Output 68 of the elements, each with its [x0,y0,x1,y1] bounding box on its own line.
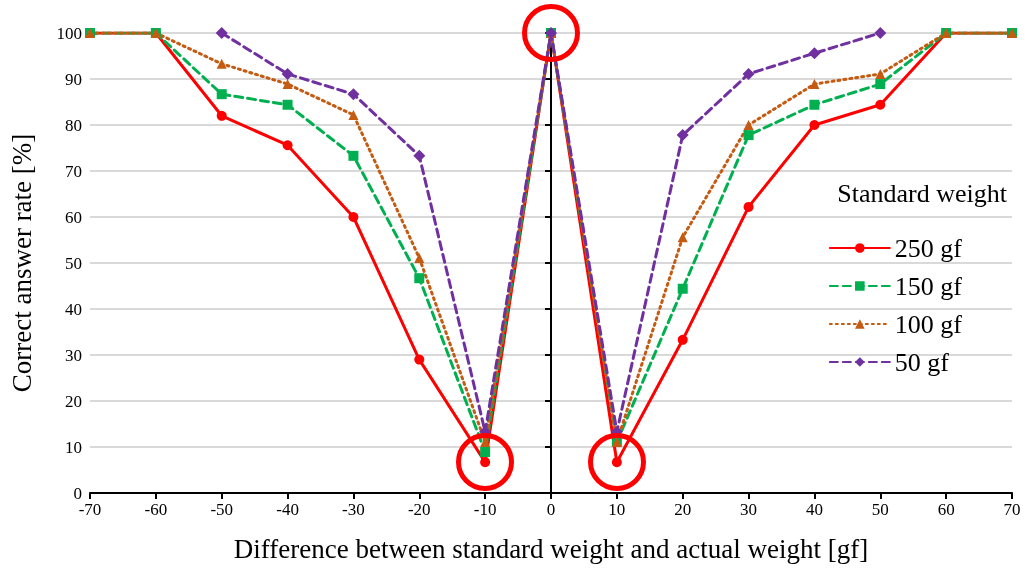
point [216,58,227,69]
x-tick-label: -30 [342,500,365,519]
x-tick-label: 60 [937,500,955,519]
y-tick-label: 100 [56,23,82,43]
point [809,120,820,130]
y-tick-label: 10 [65,437,82,457]
point [809,79,820,90]
x-tick-label: 20 [674,500,692,519]
y-tick-label: 80 [65,115,82,135]
y-tick-label: 70 [65,161,82,181]
x-tick-label: 50 [871,500,889,519]
point [282,79,293,90]
point [809,99,820,110]
legend-label: 250 gf [894,233,963,263]
x-tick-label: 70 [1003,500,1021,519]
x-axis-title: Difference between standard weight and actual weight [gf] [233,533,869,564]
x-tick-label: 10 [608,500,626,519]
point [282,99,293,110]
point [875,99,886,110]
y-tick-label: 60 [65,207,82,227]
point [347,88,360,101]
point [611,457,622,468]
point [677,334,688,345]
point [743,130,754,141]
point [348,150,359,161]
y-tick-label: 30 [65,345,82,365]
point [414,252,425,263]
point [808,47,821,60]
point [480,447,491,458]
point [216,89,227,100]
x-tick-label: -40 [276,500,299,519]
point [875,79,886,90]
x-tick-label: 40 [805,500,823,519]
point [677,232,688,243]
point [676,129,689,142]
x-tick-label: 30 [740,500,758,519]
y-axis-title: Correct answer rate [%] [6,133,37,393]
x-tick-label: 0 [546,500,556,519]
point [348,109,359,120]
point [215,27,228,39]
point [414,273,425,284]
point [677,283,688,294]
legend-title: Standard weight [837,178,1008,208]
point [874,27,887,39]
point [480,457,491,468]
y-tick-label: 50 [65,253,82,273]
point [282,140,293,151]
x-tick-label: -10 [473,500,497,519]
point [413,149,426,162]
point [281,67,294,80]
x-tick-label: -60 [144,500,168,519]
x-tick-label: -50 [210,500,234,519]
point [414,354,425,365]
y-tick-label: 0 [73,483,82,503]
point [743,201,754,212]
legend-label: 100 gf [894,309,963,339]
legend-label: 150 gf [894,271,963,301]
x-tick-label: -20 [407,500,431,519]
point [348,212,359,222]
x-tick-label: -70 [78,500,102,519]
y-tick-label: 90 [65,69,82,89]
point [743,120,754,130]
y-tick-label: 20 [65,391,82,411]
legend-label: 50 gf [894,347,950,377]
point [216,110,227,121]
point [742,67,755,80]
point [875,68,886,79]
y-tick-label: 40 [65,299,82,319]
